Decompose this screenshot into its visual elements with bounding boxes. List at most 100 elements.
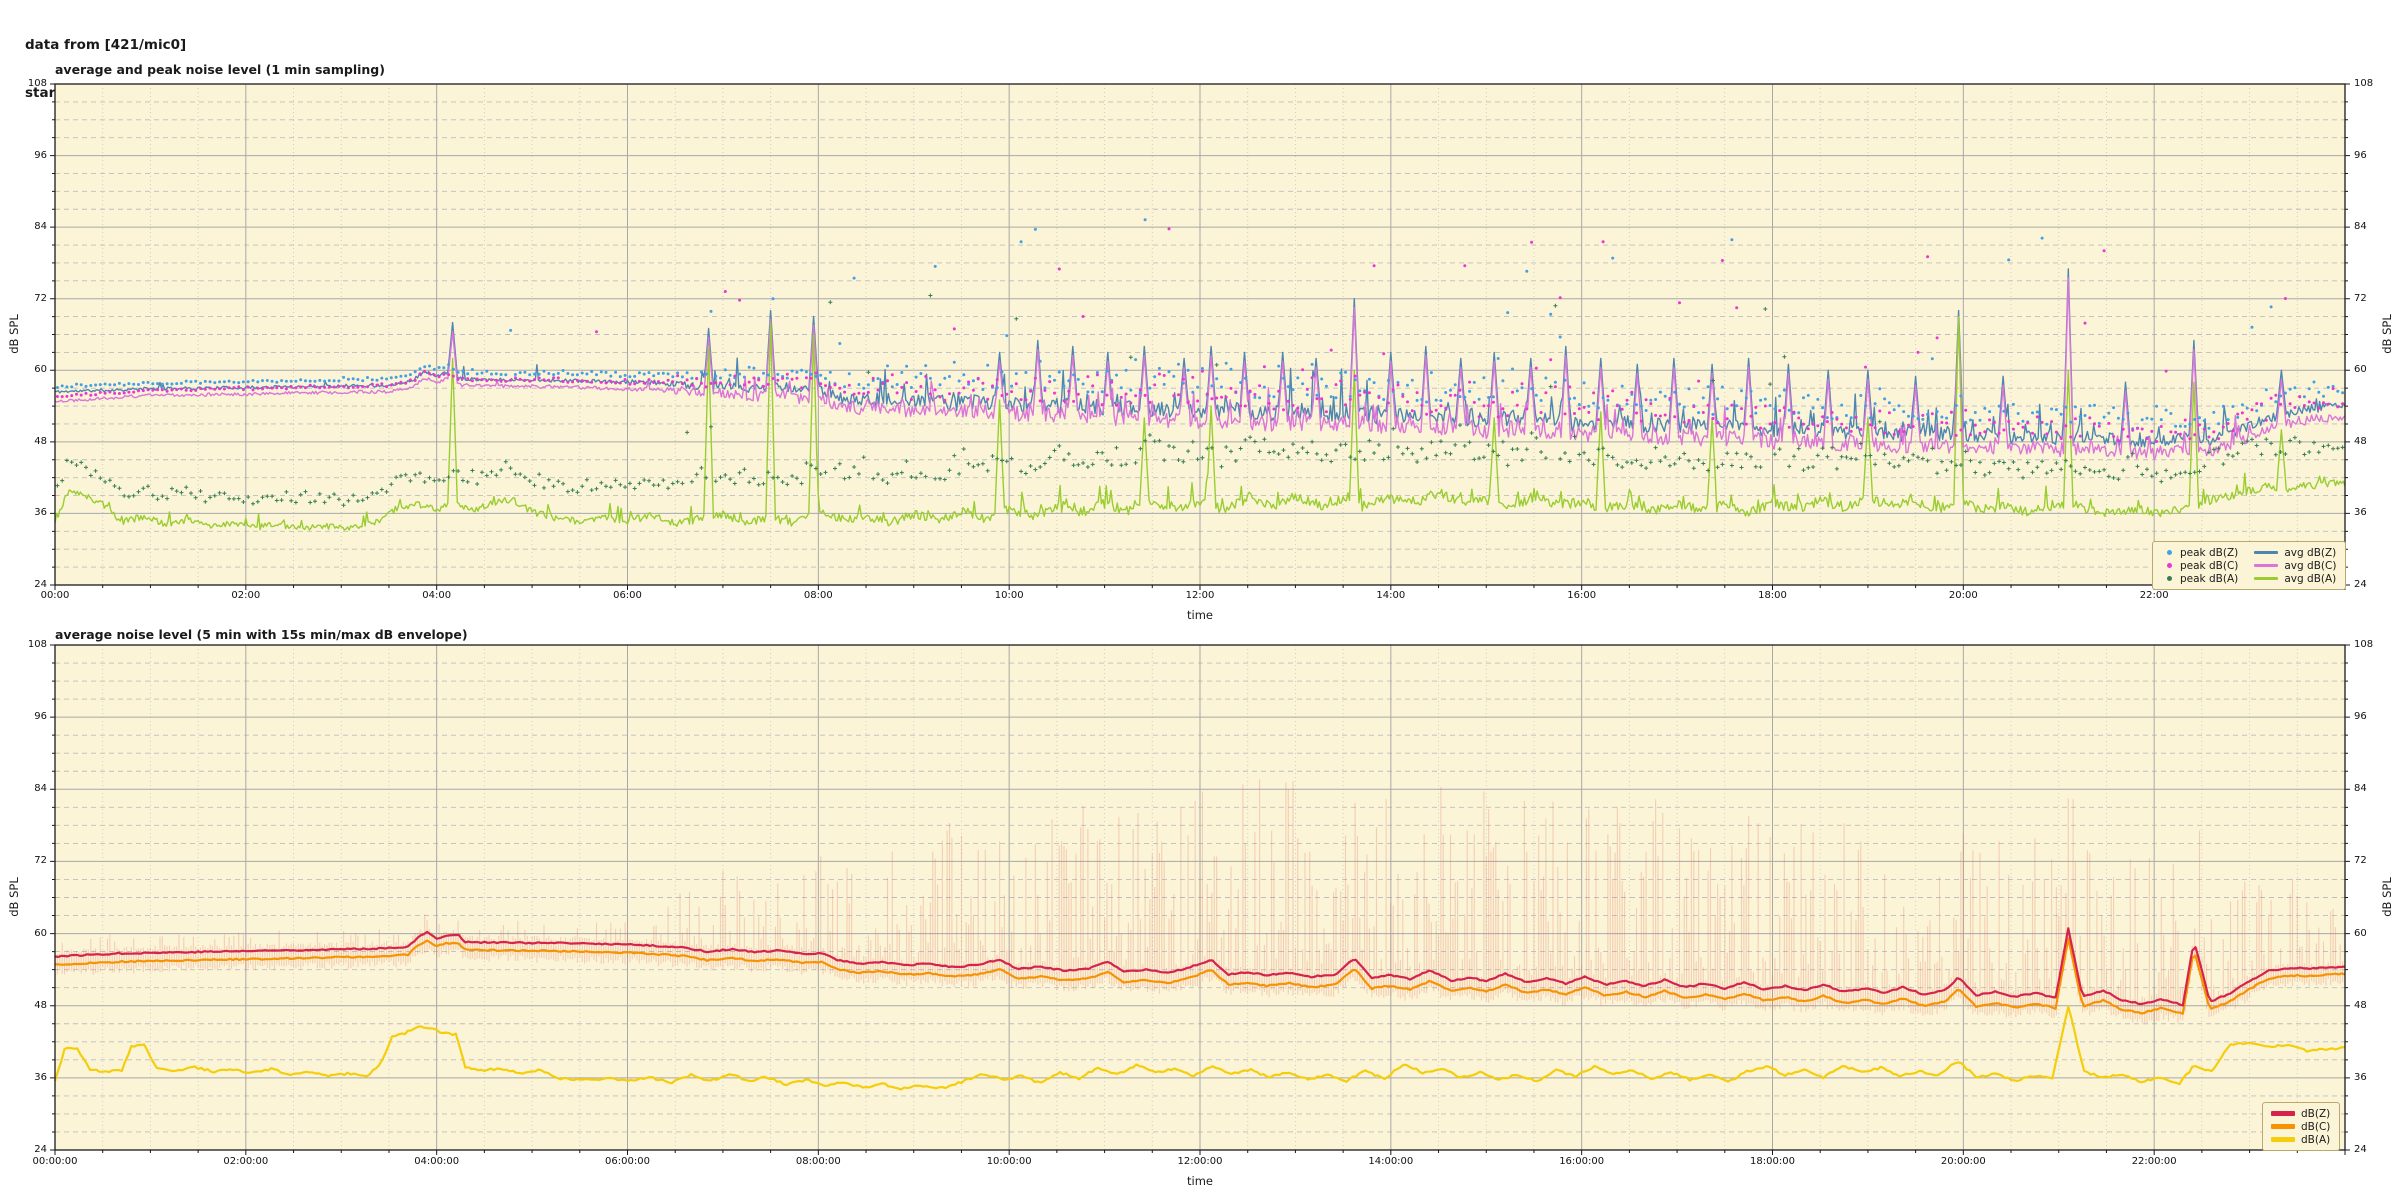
plot-background <box>55 84 2345 585</box>
legend-marker-line <box>2271 1111 2295 1116</box>
legend-item: dB(A) <box>2271 1133 2330 1146</box>
legend-label: peak dB(Z) <box>2180 546 2239 559</box>
legend-item: avg dB(C) <box>2254 559 2336 572</box>
series-envelope <box>54 779 2346 1025</box>
ytick-left: 96 <box>34 149 47 161</box>
axis-ticks <box>50 644 2350 1155</box>
legend-marker-dot <box>2167 563 2172 568</box>
legend-marker-line <box>2271 1124 2295 1129</box>
xtick: 18:00:00 <box>1750 1156 1795 1167</box>
ytick-right: 48 <box>2354 435 2367 447</box>
legend-item: avg dB(Z) <box>2254 546 2336 559</box>
xtick: 18:00 <box>1758 590 1787 601</box>
xtick: 16:00:00 <box>1559 1156 1605 1167</box>
legend-marker-line <box>2271 1137 2295 1142</box>
ytick-right: 96 <box>2354 149 2367 161</box>
chart-envelope-legend: dB(Z) dB(C) dB(A) <box>2262 1102 2341 1151</box>
legend-item: peak dB(Z) <box>2161 546 2238 559</box>
series-scatter-peakdB(Z) <box>55 218 2345 431</box>
grid-minor-y <box>55 662 2345 1133</box>
legend-label: dB(A) <box>2301 1133 2331 1146</box>
ytick-right: 60 <box>2354 364 2367 376</box>
xtick: 02:00:00 <box>223 1156 269 1167</box>
legend-label: avg dB(A) <box>2284 572 2337 585</box>
ytick-right: 96 <box>2354 711 2367 723</box>
xtick: 14:00:00 <box>1368 1156 1414 1167</box>
legend-item: avg dB(A) <box>2254 572 2336 585</box>
xtick: 04:00 <box>422 590 452 601</box>
ytick-left: 60 <box>34 927 47 939</box>
xtick: 16:00 <box>1567 590 1597 601</box>
legend-marker-line <box>2254 576 2279 581</box>
xtick: 20:00 <box>1948 590 1978 601</box>
legend-label: dB(C) <box>2301 1120 2331 1133</box>
xtick: 00:00:00 <box>32 1156 78 1167</box>
series-line-dB(Z) <box>54 927 2346 1007</box>
ytick-right: 60 <box>2354 927 2367 939</box>
ytick-right: 24 <box>2354 579 2367 590</box>
legend-item: peak dB(A) <box>2161 572 2238 585</box>
ytick-left: 36 <box>34 507 47 519</box>
axis-ticks <box>50 83 2350 590</box>
legend-item: dB(Z) <box>2271 1107 2330 1120</box>
ytick-left: 108 <box>27 78 47 89</box>
ytick-left: 48 <box>34 999 47 1011</box>
ytick-left: 36 <box>34 1071 47 1083</box>
legend-label: peak dB(A) <box>2180 572 2239 585</box>
chart-envelope-xlabel: time <box>1187 1174 1213 1188</box>
legend-item: dB(C) <box>2271 1120 2330 1133</box>
header-line1: data from [421/mic0] <box>25 37 187 53</box>
ytick-left: 60 <box>34 364 47 376</box>
chart-envelope-ylabel-left: dB SPL <box>7 877 21 917</box>
ytick-right: 108 <box>2354 78 2374 89</box>
xtick: 10:00:00 <box>986 1156 1032 1167</box>
xtick: 10:00 <box>994 590 1024 601</box>
series-line-dB(C) <box>54 937 2346 1015</box>
legend-label: peak dB(C) <box>2180 559 2239 572</box>
grid-minor-y <box>55 101 2345 568</box>
series-scatter-peakdB(A) <box>55 293 2345 508</box>
ytick-left: 84 <box>34 783 47 795</box>
xtick: 00:00 <box>40 590 70 601</box>
ytick-left: 108 <box>27 639 47 650</box>
chart-avg-peak-ylabel-left: dB SPL <box>7 314 21 354</box>
series-line-dB(A) <box>53 1005 2346 1091</box>
series-scatter-peakdB(C) <box>55 227 2345 443</box>
ytick-right: 36 <box>2354 1071 2367 1083</box>
legend-label: dB(Z) <box>2301 1107 2331 1120</box>
xtick: 06:00 <box>613 590 642 601</box>
xtick: 04:00:00 <box>414 1156 460 1167</box>
ytick-right: 84 <box>2354 783 2367 795</box>
xtick: 20:00:00 <box>1940 1156 1986 1167</box>
plot-background <box>55 645 2345 1150</box>
ytick-right: 24 <box>2354 1144 2367 1155</box>
ytick-right: 72 <box>2354 855 2367 867</box>
chart-envelope-title: average noise level (5 min with 15s min/… <box>55 627 468 642</box>
chart-avg-peak-xlabel: time <box>1187 608 1213 622</box>
ytick-left: 72 <box>34 292 47 304</box>
grid-minor-x <box>102 645 2298 1150</box>
xtick: 12:00:00 <box>1177 1156 1223 1167</box>
ytick-left: 24 <box>34 579 47 590</box>
ytick-left: 96 <box>34 711 47 723</box>
chart-envelope-ylabel-right: dB SPL <box>2380 877 2394 917</box>
series-line-avgdB(Z) <box>54 268 2346 448</box>
ytick-left: 48 <box>34 435 47 447</box>
legend-marker-dot <box>2167 576 2172 581</box>
legend-marker-dot <box>2167 550 2172 555</box>
xtick: 12:00 <box>1185 590 1215 601</box>
legend-marker-line <box>2254 563 2279 568</box>
ytick-right: 36 <box>2354 507 2367 519</box>
ytick-left: 72 <box>34 855 47 867</box>
legend-label: avg dB(C) <box>2284 559 2337 572</box>
xtick: 22:00:00 <box>2131 1156 2177 1167</box>
legend-label: avg dB(Z) <box>2284 546 2337 559</box>
header-line2: starting point is [20250629_000009] <box>25 85 303 101</box>
series-line-avgdB(A) <box>54 315 2346 531</box>
grid-minor-x <box>102 84 2298 585</box>
legend-item: peak dB(C) <box>2161 559 2238 572</box>
xtick: 22:00 <box>2139 590 2169 601</box>
ytick-right: 108 <box>2354 639 2374 650</box>
grid-major <box>54 83 2346 586</box>
